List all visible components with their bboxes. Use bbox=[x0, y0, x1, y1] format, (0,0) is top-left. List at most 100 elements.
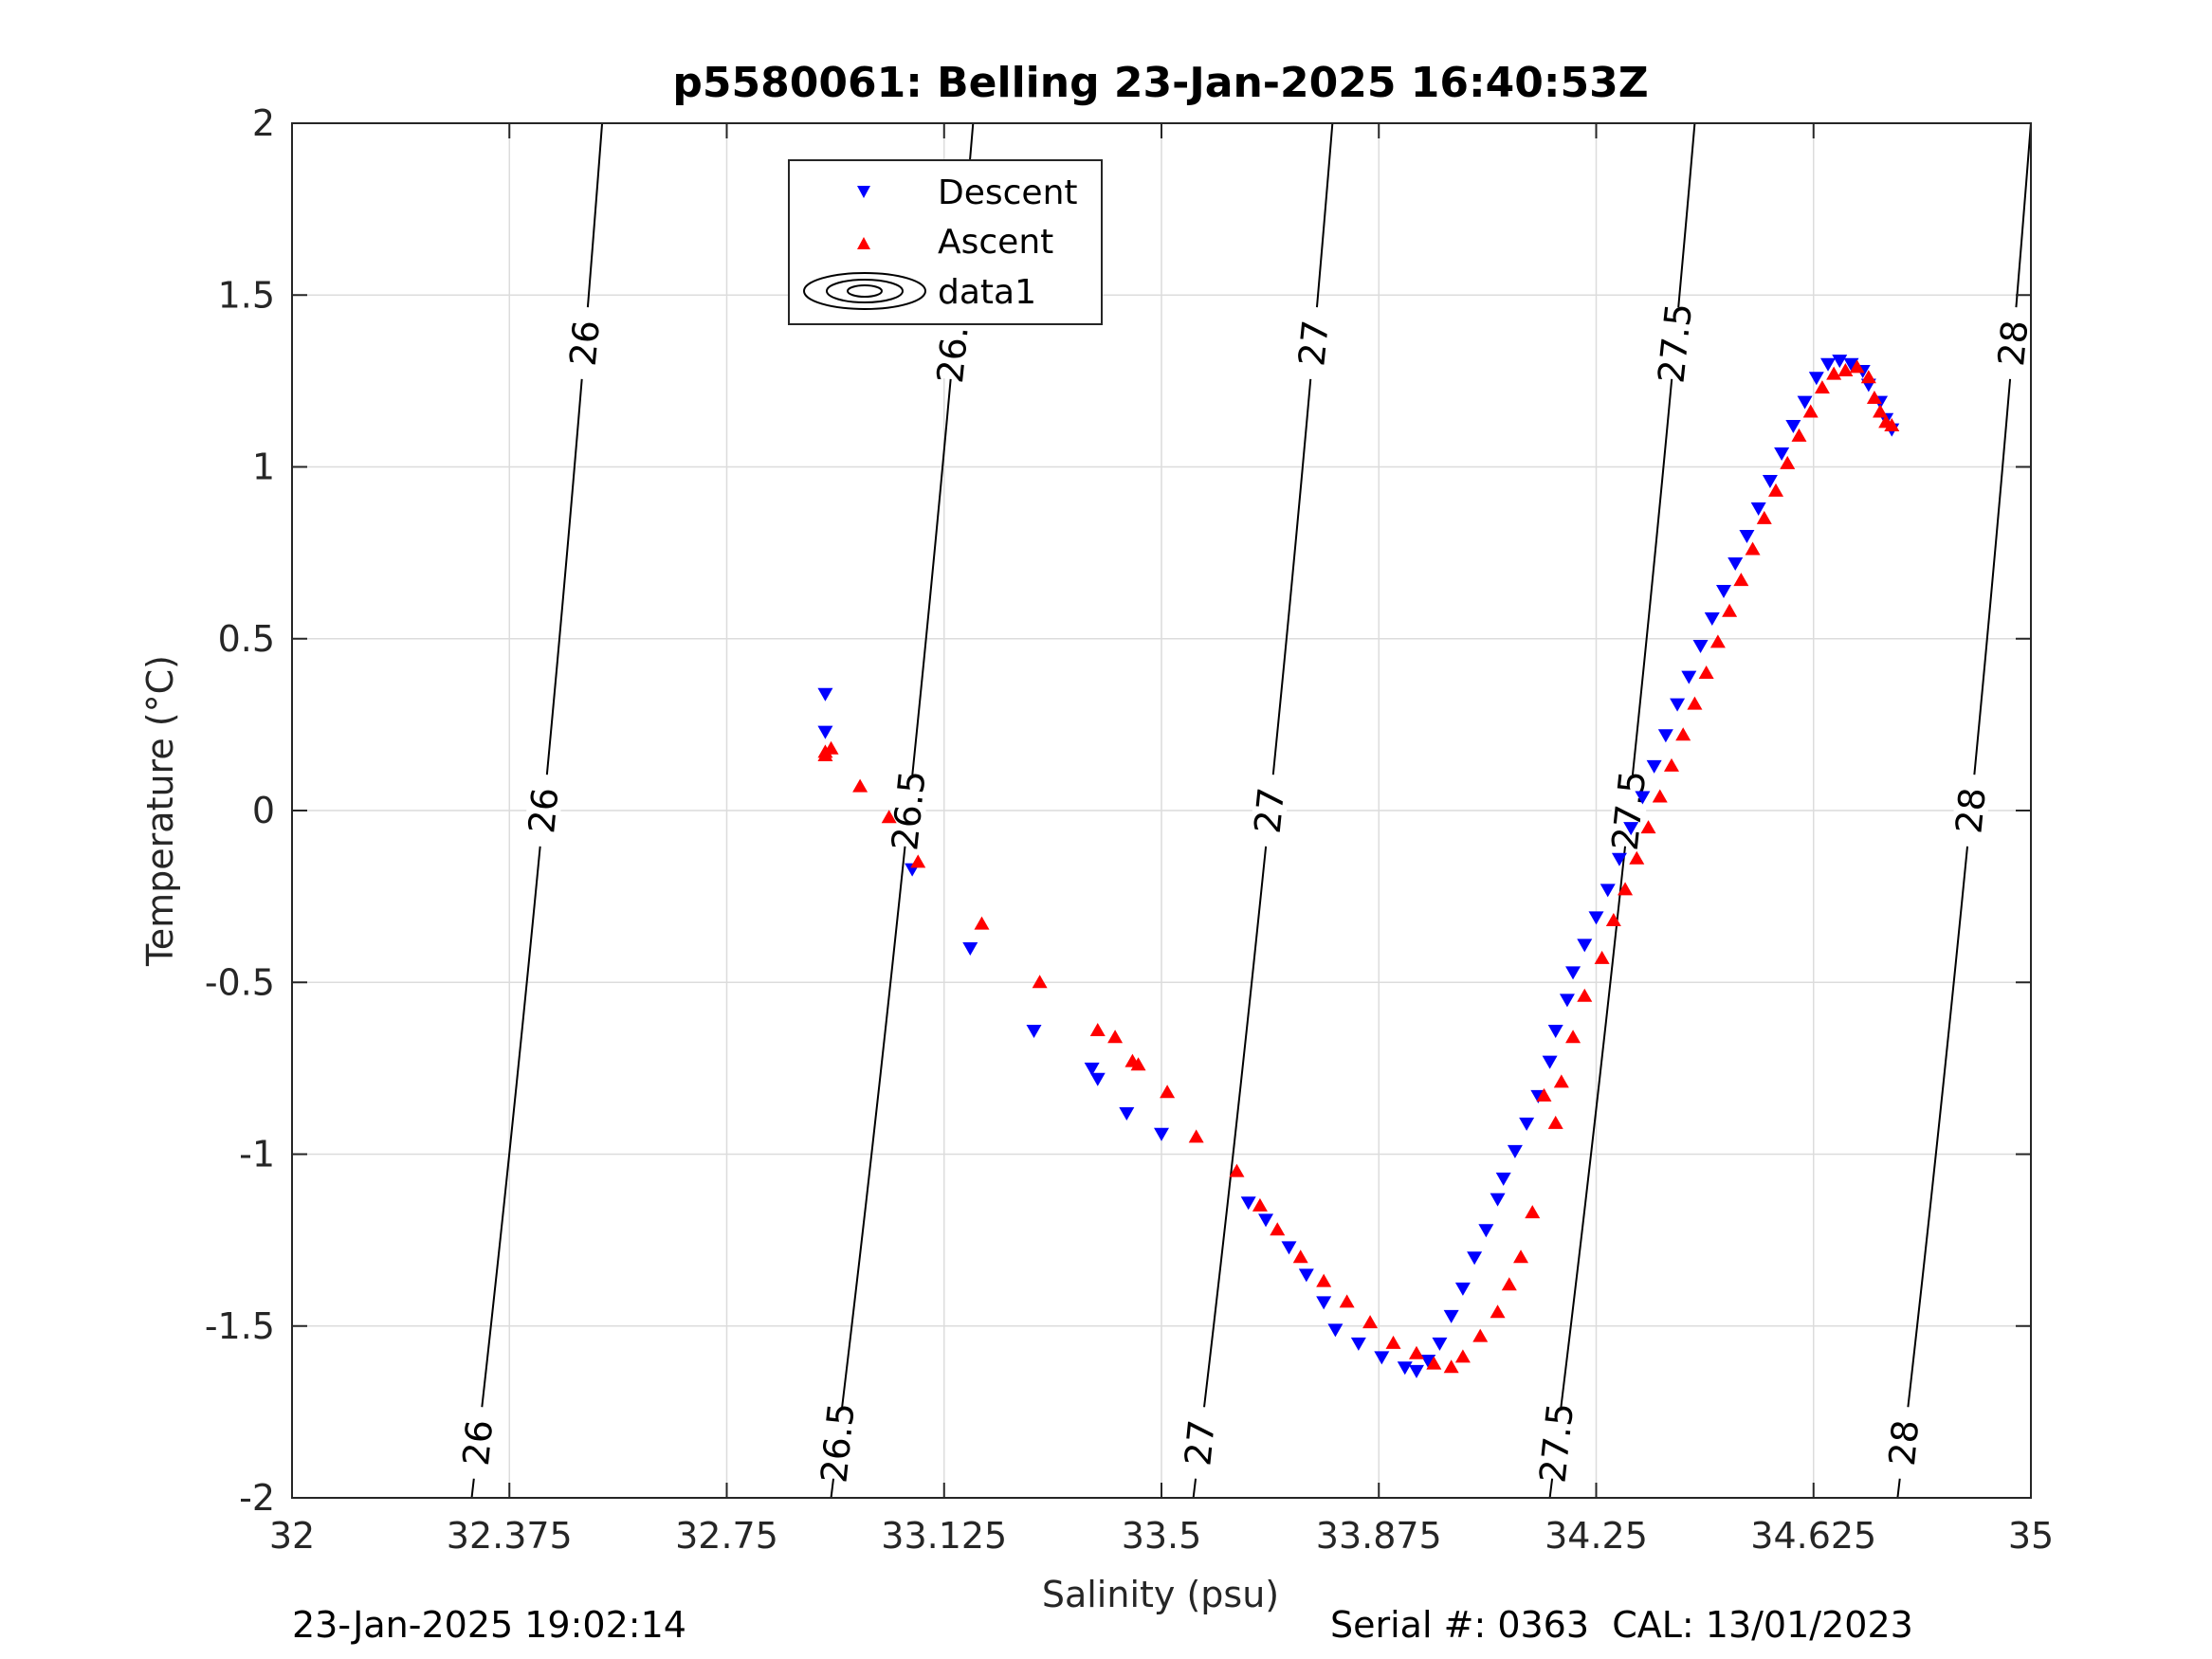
ascent-point bbox=[1860, 370, 1876, 384]
descent-point bbox=[1762, 475, 1778, 488]
y-tick-label: -1.5 bbox=[205, 1305, 275, 1347]
ascent-point bbox=[1032, 975, 1048, 989]
ascent-point bbox=[1663, 757, 1679, 772]
y-tick-label: -1 bbox=[239, 1134, 275, 1176]
isopycnal-label-group: 28 bbox=[1947, 773, 1994, 848]
y-tick-label: 1.5 bbox=[218, 274, 275, 316]
y-tick-label: -0.5 bbox=[205, 961, 275, 1003]
descent-point bbox=[1820, 357, 1837, 372]
series-ascent bbox=[817, 359, 1900, 1374]
x-axis-ticks: 32 32.375 32.75 33.125 33.5 33.875 34.25 34.625… bbox=[269, 123, 2054, 1557]
x-tick-label: 32.75 bbox=[675, 1515, 778, 1557]
descent-point bbox=[1026, 1025, 1042, 1038]
ascent-point bbox=[1408, 1345, 1424, 1359]
isopycnal-label: 26.5 bbox=[884, 769, 933, 853]
ascent-point bbox=[1618, 882, 1634, 896]
isopycnal-label-background bbox=[887, 773, 930, 848]
ascent-point bbox=[1107, 1030, 1124, 1044]
x-tick-label: 33.125 bbox=[881, 1515, 1007, 1557]
ascent-point bbox=[1745, 541, 1761, 556]
ascent-point bbox=[1884, 418, 1900, 431]
descent-point bbox=[1519, 1117, 1535, 1131]
isopycnal-label: 27 bbox=[1177, 1418, 1223, 1468]
descent-point bbox=[1397, 1361, 1413, 1376]
isopycnal-label-background bbox=[1654, 305, 1696, 381]
y-tick-label: 2 bbox=[252, 102, 275, 144]
legend: Descent Ascent data1 bbox=[788, 159, 1103, 325]
isopycnal-label-group: 26 bbox=[521, 773, 566, 848]
descent-point bbox=[1507, 1144, 1523, 1158]
ascent-point bbox=[1675, 727, 1691, 741]
ascent-point bbox=[1768, 483, 1784, 497]
isopycnal-label: 26 bbox=[562, 319, 608, 368]
ascent-point bbox=[1826, 366, 1842, 380]
isopycnal-label-background bbox=[1992, 305, 2034, 381]
descent-point bbox=[1559, 994, 1575, 1008]
descent-point bbox=[1374, 1351, 1390, 1365]
x-tick-label: 35 bbox=[2008, 1515, 2054, 1557]
descent-point bbox=[1785, 420, 1801, 433]
ascent-point bbox=[1426, 1356, 1442, 1370]
descent-point bbox=[1350, 1337, 1366, 1351]
descent-point bbox=[1774, 447, 1790, 461]
descent-point bbox=[1739, 530, 1755, 543]
descent-point bbox=[1443, 1309, 1459, 1323]
descent-point bbox=[817, 725, 833, 739]
descent-point bbox=[1600, 884, 1616, 898]
ascent-point bbox=[817, 744, 833, 758]
isopycnal-label-group: 26 bbox=[562, 305, 608, 381]
descent-point bbox=[1119, 1107, 1135, 1121]
descent-point bbox=[962, 942, 978, 956]
y-tick-label: 0 bbox=[252, 790, 275, 831]
isopycnal-label-background bbox=[564, 305, 606, 381]
isopycnal-label-background bbox=[1179, 1405, 1221, 1481]
ascent-point bbox=[881, 810, 897, 824]
isopycnal-label-group: 26.5 bbox=[813, 1401, 862, 1486]
isopycnal-label-background bbox=[1535, 1405, 1578, 1481]
y-axis-label: Temperature (°C) bbox=[139, 655, 181, 967]
descent-point bbox=[1692, 640, 1709, 653]
isopycnal-label-background bbox=[522, 773, 564, 848]
ascent-point bbox=[1594, 950, 1610, 964]
ascent-point bbox=[1866, 391, 1882, 404]
legend-label-ascent: Ascent bbox=[938, 223, 1053, 262]
isopycnal-label: 26 bbox=[521, 786, 566, 835]
grid bbox=[292, 123, 2031, 1498]
footer-timestamp: 23-Jan-2025 19:02:14 bbox=[292, 1604, 686, 1646]
descent-point bbox=[1623, 822, 1639, 836]
x-tick-label: 34.625 bbox=[1750, 1515, 1876, 1557]
ascent-point bbox=[1837, 363, 1854, 376]
descent-point bbox=[1084, 1062, 1100, 1076]
ascent-point bbox=[1553, 1074, 1569, 1088]
ascent-point bbox=[1229, 1163, 1245, 1177]
isopycnal-label-background bbox=[816, 1405, 859, 1481]
isopycnal-label-group: 28 bbox=[1990, 305, 2036, 381]
descent-point bbox=[1565, 966, 1581, 980]
descent-point bbox=[1808, 372, 1824, 386]
isopycnal-label: 27.5 bbox=[1650, 301, 1700, 386]
ascent-point bbox=[1780, 455, 1796, 469]
descent-point bbox=[1454, 1282, 1471, 1296]
isopycnal-label-group: 27 bbox=[1247, 773, 1292, 848]
ascent-point bbox=[1089, 1023, 1106, 1036]
y-axis-ticks: 2 1.5 1 0.5 0 -0.5 -1 -1.5 -2 bbox=[205, 102, 2031, 1519]
ascent-point bbox=[974, 916, 990, 930]
descent-point bbox=[1420, 1355, 1436, 1368]
x-axis-label: Salinity (psu) bbox=[1042, 1574, 1279, 1615]
isopycnal-label-group: 27.5 bbox=[1650, 301, 1700, 386]
descent-point bbox=[1646, 759, 1662, 774]
ascent-point bbox=[1362, 1315, 1379, 1329]
ascent-point bbox=[1130, 1057, 1146, 1071]
descent-point bbox=[817, 687, 833, 702]
ascent-point bbox=[1292, 1249, 1308, 1264]
ascent-point bbox=[1490, 1304, 1506, 1319]
ascent-point bbox=[1270, 1222, 1286, 1236]
descent-point bbox=[1611, 852, 1627, 866]
ascent-point bbox=[1339, 1294, 1355, 1308]
ascent-point bbox=[1565, 1030, 1581, 1044]
descent-point bbox=[1089, 1072, 1106, 1086]
ascent-point bbox=[1709, 634, 1726, 648]
ascent-point bbox=[1873, 404, 1889, 418]
ascent-point bbox=[1756, 510, 1772, 524]
